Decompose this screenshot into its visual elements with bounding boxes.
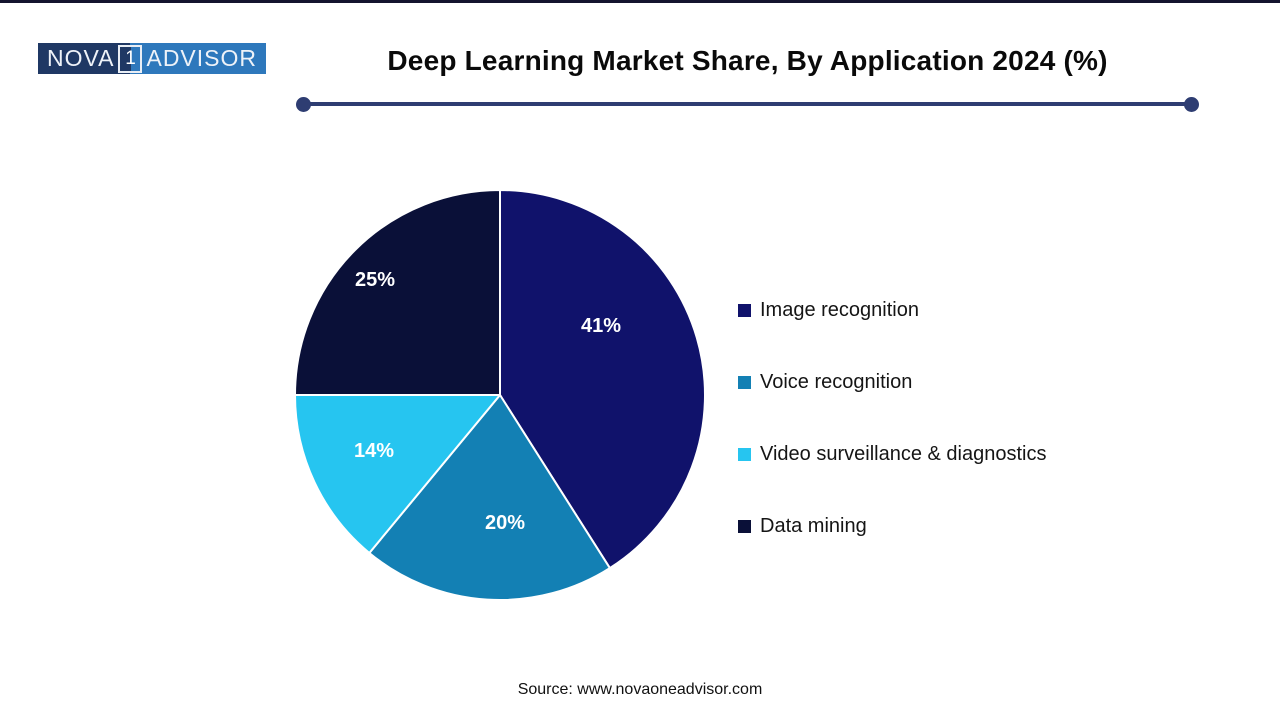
legend-swatch	[738, 447, 751, 461]
pie-slice-value-label: 14%	[354, 440, 394, 462]
logo-part-nova: NOVA	[38, 43, 131, 74]
source-text: Source: www.novaoneadvisor.com	[517, 681, 763, 698]
logo-part-advisor: ADVISOR	[130, 43, 267, 74]
title-wrap: Deep Learning Market Share, By Applicati…	[300, 45, 1195, 77]
legend-label: Data mining	[760, 514, 867, 537]
legend-label: Image recognition	[760, 298, 919, 321]
legend: Image recognition Voice recognition Video …	[738, 297, 1046, 585]
legend-item-data-mining: Data mining	[738, 513, 1046, 539]
pie-slice-value-label: 41%	[581, 315, 621, 337]
chart-title: Deep Learning Market Share, By Applicati…	[387, 45, 1108, 76]
legend-swatch	[738, 375, 751, 389]
legend-item-video-surveillance-diagnostics: Video surveillance & diagnostics	[738, 441, 1046, 467]
divider-right-dot	[1184, 96, 1199, 112]
pie-chart: 41% 20% 14% 25%	[294, 189, 706, 601]
legend-swatch	[738, 303, 751, 317]
divider-left-dot	[296, 96, 311, 112]
legend-item-image-recognition: Image recognition	[738, 297, 1046, 323]
pie-slice-video-surveillance-diagnostics	[294, 394, 501, 554]
pie-slice-data-mining	[294, 189, 501, 396]
nova-advisor-logo: NOVA 1 ADVISOR	[38, 43, 267, 74]
pie-slice-value-label: 20%	[485, 512, 525, 534]
legend-label: Video surveillance & diagnostics	[760, 442, 1047, 465]
logo-badge-1: 1	[118, 44, 143, 73]
legend-label: Voice recognition	[760, 370, 913, 393]
legend-swatch	[738, 519, 751, 533]
pie-slice-value-label: 25%	[355, 269, 395, 291]
legend-item-voice-recognition: Voice recognition	[738, 369, 1046, 395]
pie-slice-image-recognition	[499, 189, 706, 570]
title-divider	[296, 96, 1199, 112]
pie-slice-voice-recognition	[368, 394, 611, 601]
